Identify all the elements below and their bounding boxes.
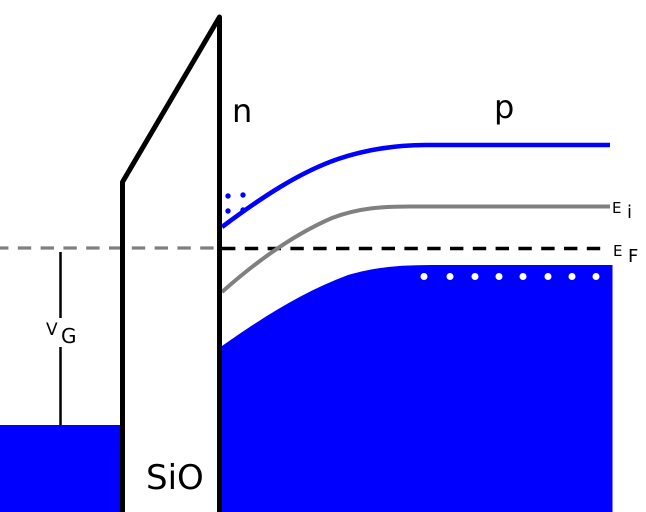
gate-voltage-label-subscript: G [61, 324, 77, 348]
gate-voltage-label: V [46, 320, 58, 340]
electron-dot [225, 208, 231, 214]
conduction-band-curve [220, 142, 610, 229]
oxide-barrier-outline [120, 14, 222, 512]
electron-dot [240, 192, 246, 198]
electron-dots [225, 192, 246, 214]
oxide-label: SiO [146, 458, 204, 498]
hole-dot [568, 273, 576, 280]
fermi-level-label: E [613, 242, 622, 260]
hole-dot [471, 273, 479, 280]
hole-dot [544, 273, 552, 280]
intrinsic-level-curve [220, 204, 610, 294]
n-region-label: n [232, 92, 252, 130]
electron-dot [240, 207, 246, 213]
hole-dot [592, 273, 600, 280]
intrinsic-level-label-subscript: i [627, 202, 632, 223]
gate-metal-fill [0, 425, 120, 512]
hole-dot [495, 273, 503, 280]
hole-dot [519, 273, 527, 280]
p-region-label: p [494, 88, 514, 126]
fermi-level-label-subscript: F [628, 246, 638, 267]
electron-dot [225, 193, 231, 199]
intrinsic-level-label: E [612, 199, 621, 217]
hole-dot [420, 273, 428, 280]
valence-band-fill [222, 265, 613, 512]
hole-dot [446, 273, 454, 280]
hole-dots [420, 273, 600, 280]
